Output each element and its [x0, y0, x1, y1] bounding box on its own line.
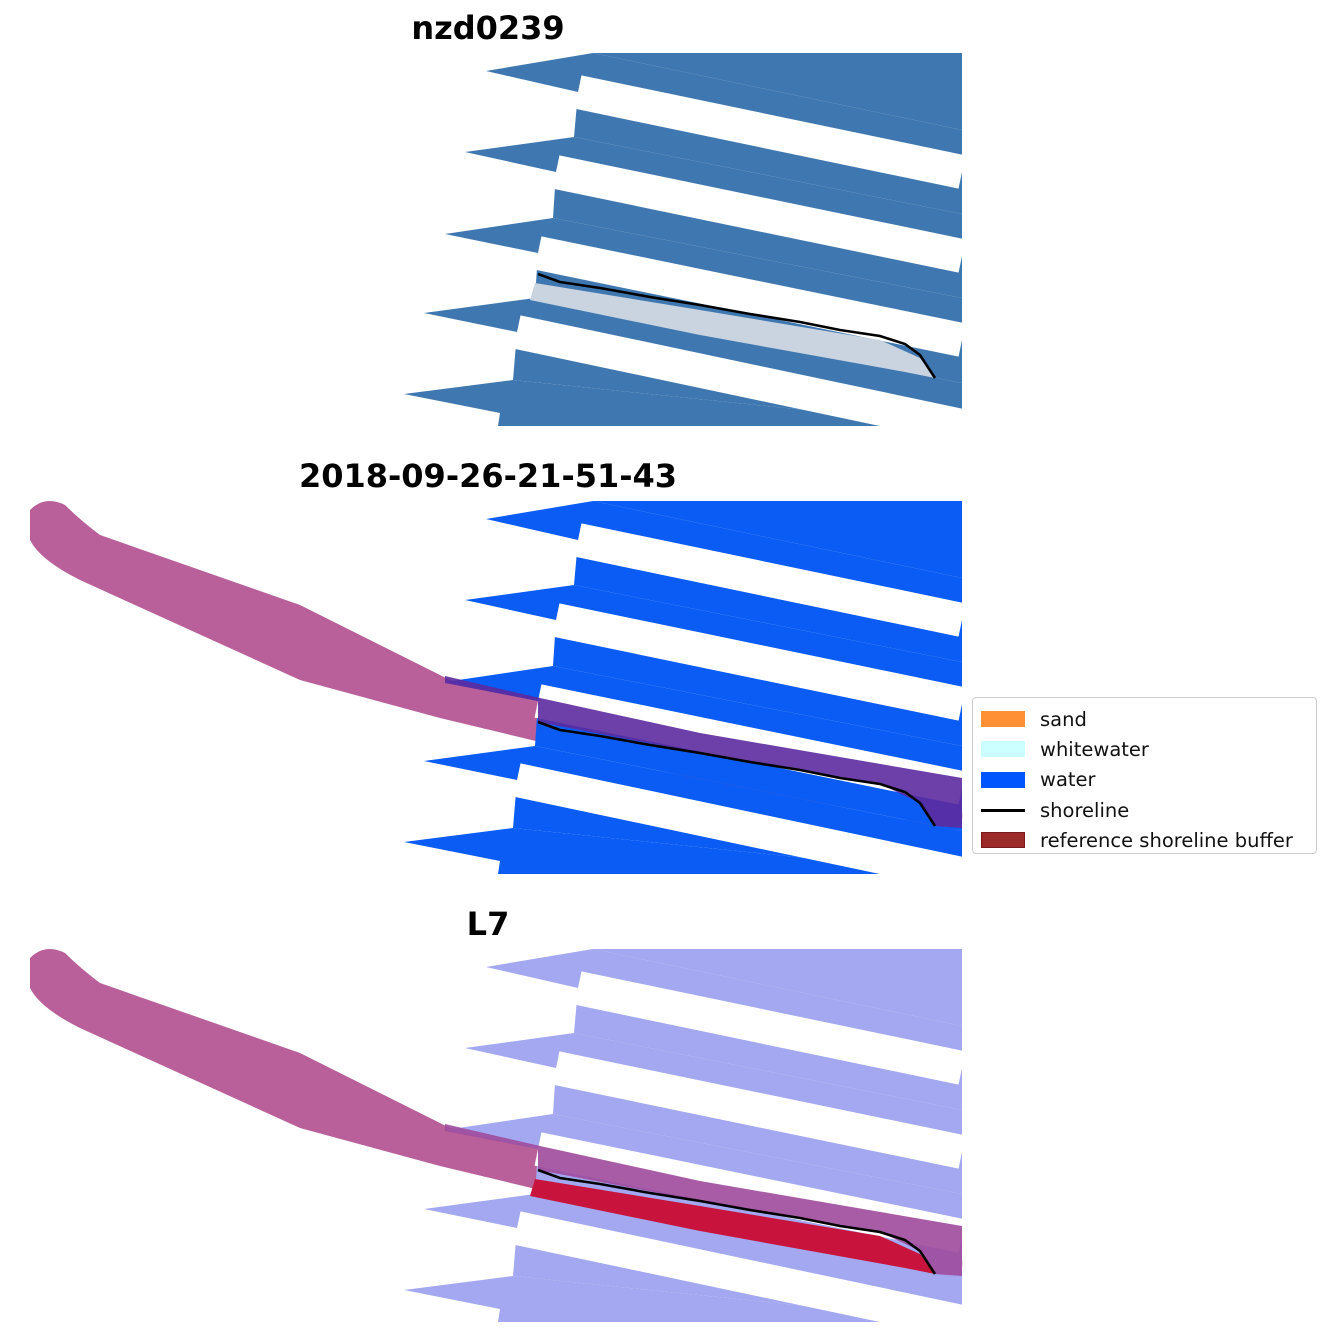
shoreline-line [537, 272, 937, 379]
legend: sand whitewater water shoreline referenc… [972, 697, 1317, 854]
beach-sand [530, 283, 935, 378]
data-gap [574, 971, 966, 1085]
data-gap [552, 1051, 966, 1169]
panel-title-date: 2018-09-26-21-51-43 [298, 457, 678, 495]
rgb-satellite-image [404, 53, 966, 428]
image-stripe [404, 380, 962, 426]
shoreline-line [537, 720, 937, 827]
data-gap [513, 763, 966, 876]
image-stripe [404, 828, 962, 874]
data-gap [574, 523, 966, 637]
data-gap [552, 603, 966, 721]
whitewater-swatch [981, 741, 1025, 758]
legend-item-shoreline: shoreline [981, 795, 1308, 825]
panel-title-sensor: L7 [466, 905, 510, 943]
rgb-image-stripes [404, 53, 966, 428]
legend-label: reference shoreline buffer [1040, 828, 1293, 852]
index-beach-region [530, 1179, 935, 1274]
sand-swatch [981, 711, 1025, 728]
legend-label: water [1040, 768, 1096, 792]
index-image [30, 949, 966, 1324]
legend-item-reference-buffer: reference shoreline buffer [981, 825, 1308, 855]
reference-buffer-swatch [981, 832, 1025, 849]
buffer-overlap-region [445, 1124, 962, 1276]
legend-item-whitewater: whitewater [981, 734, 1308, 764]
data-gap [574, 75, 966, 189]
legend-item-sand: sand [981, 704, 1308, 734]
data-gap [513, 1211, 966, 1324]
legend-label: sand [1040, 707, 1087, 731]
legend-item-water: water [981, 765, 1308, 795]
data-gap [534, 236, 966, 357]
shoreline-swatch [981, 808, 1025, 812]
water-swatch [981, 771, 1025, 788]
shoreline-line [537, 1168, 937, 1275]
buffer-overlap-region [445, 676, 962, 828]
image-stripe [404, 1276, 962, 1322]
legend-label: whitewater [1040, 737, 1149, 761]
panel-title-rgb: nzd0239 [411, 9, 565, 47]
classified-image [30, 501, 966, 876]
legend-label: shoreline [1040, 798, 1130, 822]
data-gap [552, 155, 966, 273]
data-gap [513, 315, 966, 428]
